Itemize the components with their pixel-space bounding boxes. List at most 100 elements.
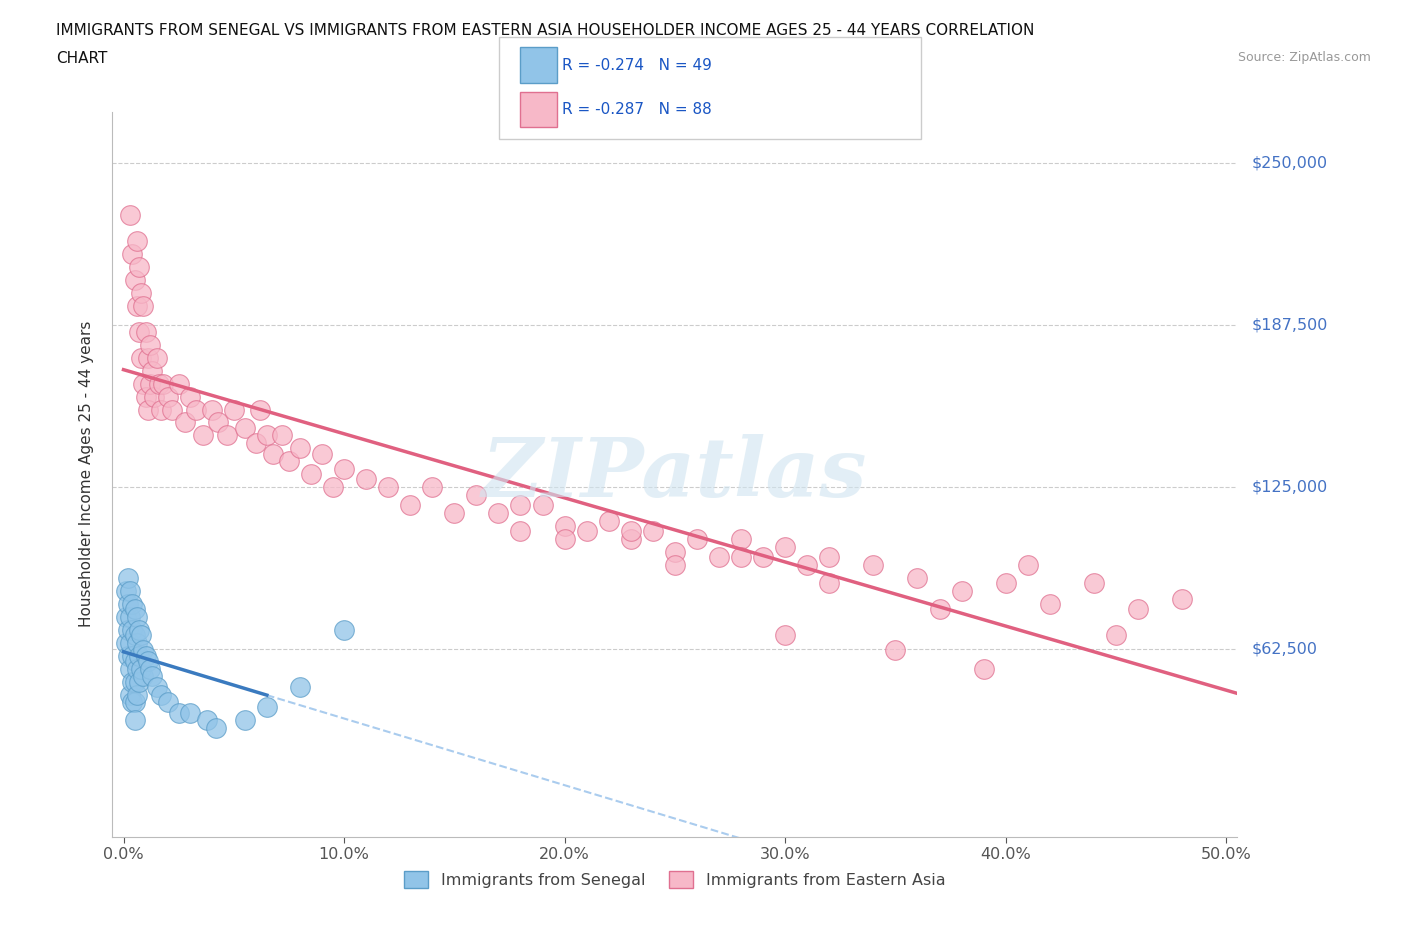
Point [973,661,995,676]
Point [531,498,554,512]
Point [125,687,148,702]
Point [201,402,224,417]
Text: R = -0.287   N = 88: R = -0.287 N = 88 [562,102,713,117]
Point [271,428,294,443]
Point [1126,602,1149,617]
Point [121,246,143,261]
Point [129,661,152,676]
Point [818,576,841,591]
Point [773,628,796,643]
Point [114,635,136,650]
Text: $250,000: $250,000 [1251,156,1327,171]
Point [222,402,245,417]
Point [205,721,228,736]
Point [124,272,146,287]
Point [125,609,148,624]
Point [121,648,143,663]
Point [1083,576,1105,591]
Point [288,441,311,456]
Point [884,643,907,658]
Point [117,648,139,663]
Point [245,436,267,451]
Point [311,446,333,461]
Point [128,622,150,637]
Point [928,602,950,617]
Point [1105,628,1128,643]
Point [730,550,752,565]
Point [135,648,157,663]
Point [443,506,465,521]
Point [136,654,159,669]
Point [191,428,214,443]
Point [598,513,620,528]
Point [139,661,162,676]
Point [664,545,686,560]
Point [135,325,157,339]
Point [143,389,166,404]
Point [128,648,150,663]
Point [354,472,377,487]
Point [263,446,285,461]
Point [120,687,142,702]
Point [907,570,929,585]
Point [174,415,197,430]
Point [256,428,278,443]
Point [132,643,155,658]
Text: IMMIGRANTS FROM SENEGAL VS IMMIGRANTS FROM EASTERN ASIA HOUSEHOLDER INCOME AGES : IMMIGRANTS FROM SENEGAL VS IMMIGRANTS FR… [56,23,1035,38]
Point [233,420,256,435]
Point [145,351,167,365]
Point [465,487,488,502]
Point [620,532,643,547]
Point [125,661,148,676]
Point [125,635,148,650]
Point [124,654,146,669]
Point [114,583,136,598]
Point [150,687,173,702]
Point [377,480,399,495]
Point [124,695,146,710]
Point [129,286,152,300]
Point [686,532,709,547]
Point [950,583,973,598]
Point [575,524,598,538]
Point [796,558,818,573]
Text: ZIPatlas: ZIPatlas [482,434,868,514]
Point [141,669,163,684]
Point [125,299,148,313]
Point [322,480,344,495]
Point [167,705,190,720]
Point [114,609,136,624]
Point [152,377,174,392]
Point [120,609,142,624]
Point [641,524,664,538]
Point [256,700,278,715]
Point [509,524,531,538]
Point [124,602,146,617]
Point [862,558,884,573]
Point [132,377,155,392]
Point [136,402,159,417]
Point [160,402,183,417]
Point [249,402,271,417]
Point [120,207,142,222]
Text: R = -0.274   N = 49: R = -0.274 N = 49 [562,58,713,73]
Text: $62,500: $62,500 [1251,642,1317,657]
Point [141,364,163,379]
Point [148,377,170,392]
Point [554,532,576,547]
Point [299,467,322,482]
Point [179,705,201,720]
Point [150,402,173,417]
Point [117,570,139,585]
Point [707,550,730,565]
Point [752,550,775,565]
Point [217,428,239,443]
Text: $187,500: $187,500 [1251,318,1327,333]
Point [117,622,139,637]
Point [124,628,146,643]
Point [1017,558,1039,573]
Point [117,596,139,611]
Point [128,325,150,339]
Legend: Immigrants from Senegal, Immigrants from Eastern Asia: Immigrants from Senegal, Immigrants from… [398,865,952,895]
Point [333,461,356,476]
